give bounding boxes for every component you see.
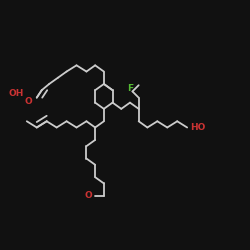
Text: O: O	[24, 97, 32, 106]
Text: OH: OH	[9, 90, 24, 98]
Text: F: F	[128, 84, 134, 93]
Text: O: O	[84, 191, 92, 200]
Text: HO: HO	[190, 123, 205, 132]
